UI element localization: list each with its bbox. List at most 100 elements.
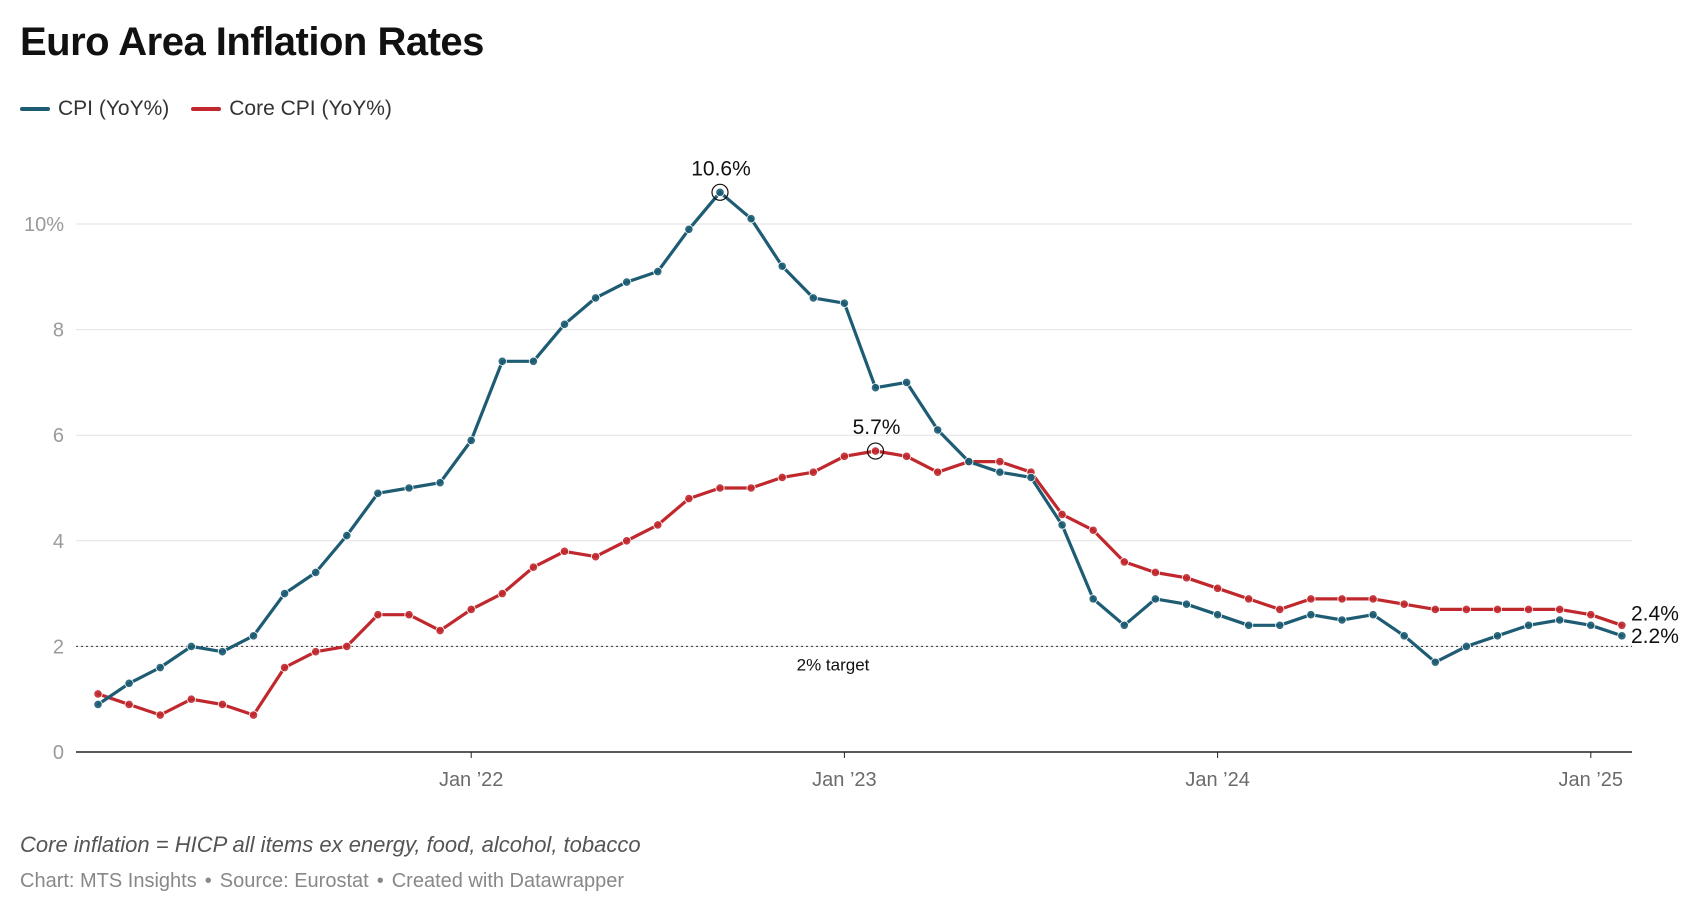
core-cpi-end-label: 2.4% — [1631, 602, 1679, 625]
core-cpi-point — [528, 562, 539, 572]
cpi-line — [96, 190, 1624, 707]
core-cpi-point — [1337, 594, 1347, 604]
cpi-point — [155, 662, 165, 673]
cpi-point — [248, 631, 259, 641]
cpi-point — [404, 483, 414, 493]
cpi-point — [124, 678, 134, 688]
cpi-point — [653, 266, 663, 277]
core-cpi-point — [1492, 604, 1503, 615]
cpi-point — [839, 298, 850, 308]
core-cpi-line — [96, 449, 1624, 717]
y-tick-label: 4 — [53, 531, 64, 553]
cpi-point — [777, 261, 787, 271]
core-cpi-peak-label: 5.7% — [853, 416, 901, 439]
core-cpi-point — [995, 456, 1005, 467]
core-cpi-point — [1213, 583, 1223, 593]
core-cpi-point — [124, 699, 134, 710]
cpi-point — [466, 435, 476, 446]
core-cpi-point — [870, 446, 881, 456]
footer-credit: Chart: MTS Insights • Source: Eurostat • Cre… — [20, 870, 624, 893]
core-cpi-point — [1586, 610, 1596, 620]
credit-chart: Chart: MTS Insights — [20, 870, 197, 892]
cpi-point — [933, 425, 943, 435]
core-cpi-point — [1119, 557, 1129, 567]
core-cpi-point — [93, 689, 103, 699]
core-cpi-point — [186, 694, 196, 704]
core-cpi-point — [497, 588, 507, 599]
cpi-point — [342, 530, 352, 541]
legend-swatch-core-cpi — [191, 107, 222, 111]
core-cpi-point — [373, 610, 383, 620]
cpi-point — [1026, 472, 1036, 483]
cpi-point — [590, 293, 601, 303]
x-tick-label: Jan ’25 — [1559, 769, 1624, 791]
cpi-point — [1492, 631, 1503, 641]
y-tick-label: 2 — [53, 636, 64, 658]
target-label: 2% target — [797, 655, 870, 674]
core-cpi-point — [248, 710, 259, 720]
core-cpi-point — [933, 467, 943, 477]
cpi-point — [1430, 657, 1440, 667]
legend: CPI (YoY%) Core CPI (YoY%) — [20, 97, 392, 121]
y-axis-ticks: 0 2 4 6 8 10% — [24, 214, 64, 764]
cpi-point — [995, 467, 1005, 477]
core-cpi-point — [1150, 567, 1161, 578]
core-cpi-point — [715, 483, 725, 493]
cpi-point — [715, 187, 725, 197]
cpi-point — [279, 588, 290, 599]
core-cpi-point — [839, 451, 850, 461]
cpi-point — [528, 356, 539, 366]
core-cpi-point — [1461, 604, 1472, 615]
core-cpi-point — [217, 699, 227, 710]
cpi-point — [186, 641, 196, 652]
target-reference: 2% target — [76, 645, 1632, 674]
credit-tool: Created with Datawrapper — [391, 870, 625, 892]
core-cpi-point — [622, 536, 632, 546]
core-cpi-point — [590, 552, 601, 562]
x-tick-label: Jan ’23 — [812, 769, 877, 791]
credit-source: Source: Eurostat — [219, 870, 369, 892]
cpi-point — [497, 356, 507, 366]
core-cpi-point — [435, 625, 445, 636]
cpi-peak-label: 10.6% — [691, 157, 751, 180]
core-cpi-point — [777, 472, 787, 483]
core-cpi-point — [311, 647, 321, 657]
credit-separator: • — [376, 870, 384, 892]
cpi-point — [435, 478, 445, 488]
core-cpi-point — [808, 467, 818, 477]
cpi-point — [559, 319, 570, 329]
cpi-point — [1213, 610, 1223, 620]
core-cpi-point — [342, 641, 352, 652]
annotations: 10.6% 2.2% 5.7% 2.4% — [691, 157, 1679, 648]
cpi-point — [93, 699, 103, 710]
core-cpi-point — [1524, 604, 1534, 615]
credit-separator: • — [204, 870, 212, 892]
core-cpi-point — [1244, 594, 1254, 604]
legend-item-core-cpi[interactable]: Core CPI (YoY%) — [191, 97, 392, 121]
core-cpi-point — [684, 493, 694, 504]
cpi-point — [622, 277, 632, 287]
core-cpi-point — [1368, 594, 1378, 604]
core-cpi-point — [1181, 573, 1192, 583]
core-cpi-point — [1430, 604, 1440, 615]
cpi-point — [684, 224, 694, 234]
cpi-point — [1244, 620, 1254, 630]
core-cpi-point — [1057, 509, 1067, 520]
core-cpi-point — [901, 451, 912, 461]
cpi-point — [901, 377, 912, 387]
core-cpi-point — [1555, 604, 1565, 615]
cpi-point — [1181, 599, 1192, 609]
cpi-point — [1617, 631, 1627, 641]
legend-label-core-cpi: Core CPI (YoY%) — [229, 97, 392, 120]
series-lines — [93, 187, 1627, 720]
cpi-point — [1368, 610, 1378, 620]
cpi-point — [1399, 631, 1409, 641]
cpi-point — [1088, 594, 1098, 604]
legend-item-cpi[interactable]: CPI (YoY%) — [20, 97, 169, 121]
core-cpi-point — [155, 710, 165, 720]
y-tick-label: 6 — [53, 425, 64, 447]
core-cpi-point — [1306, 594, 1316, 604]
legend-swatch-cpi — [20, 107, 50, 111]
core-cpi-peak-marker — [866, 442, 885, 460]
